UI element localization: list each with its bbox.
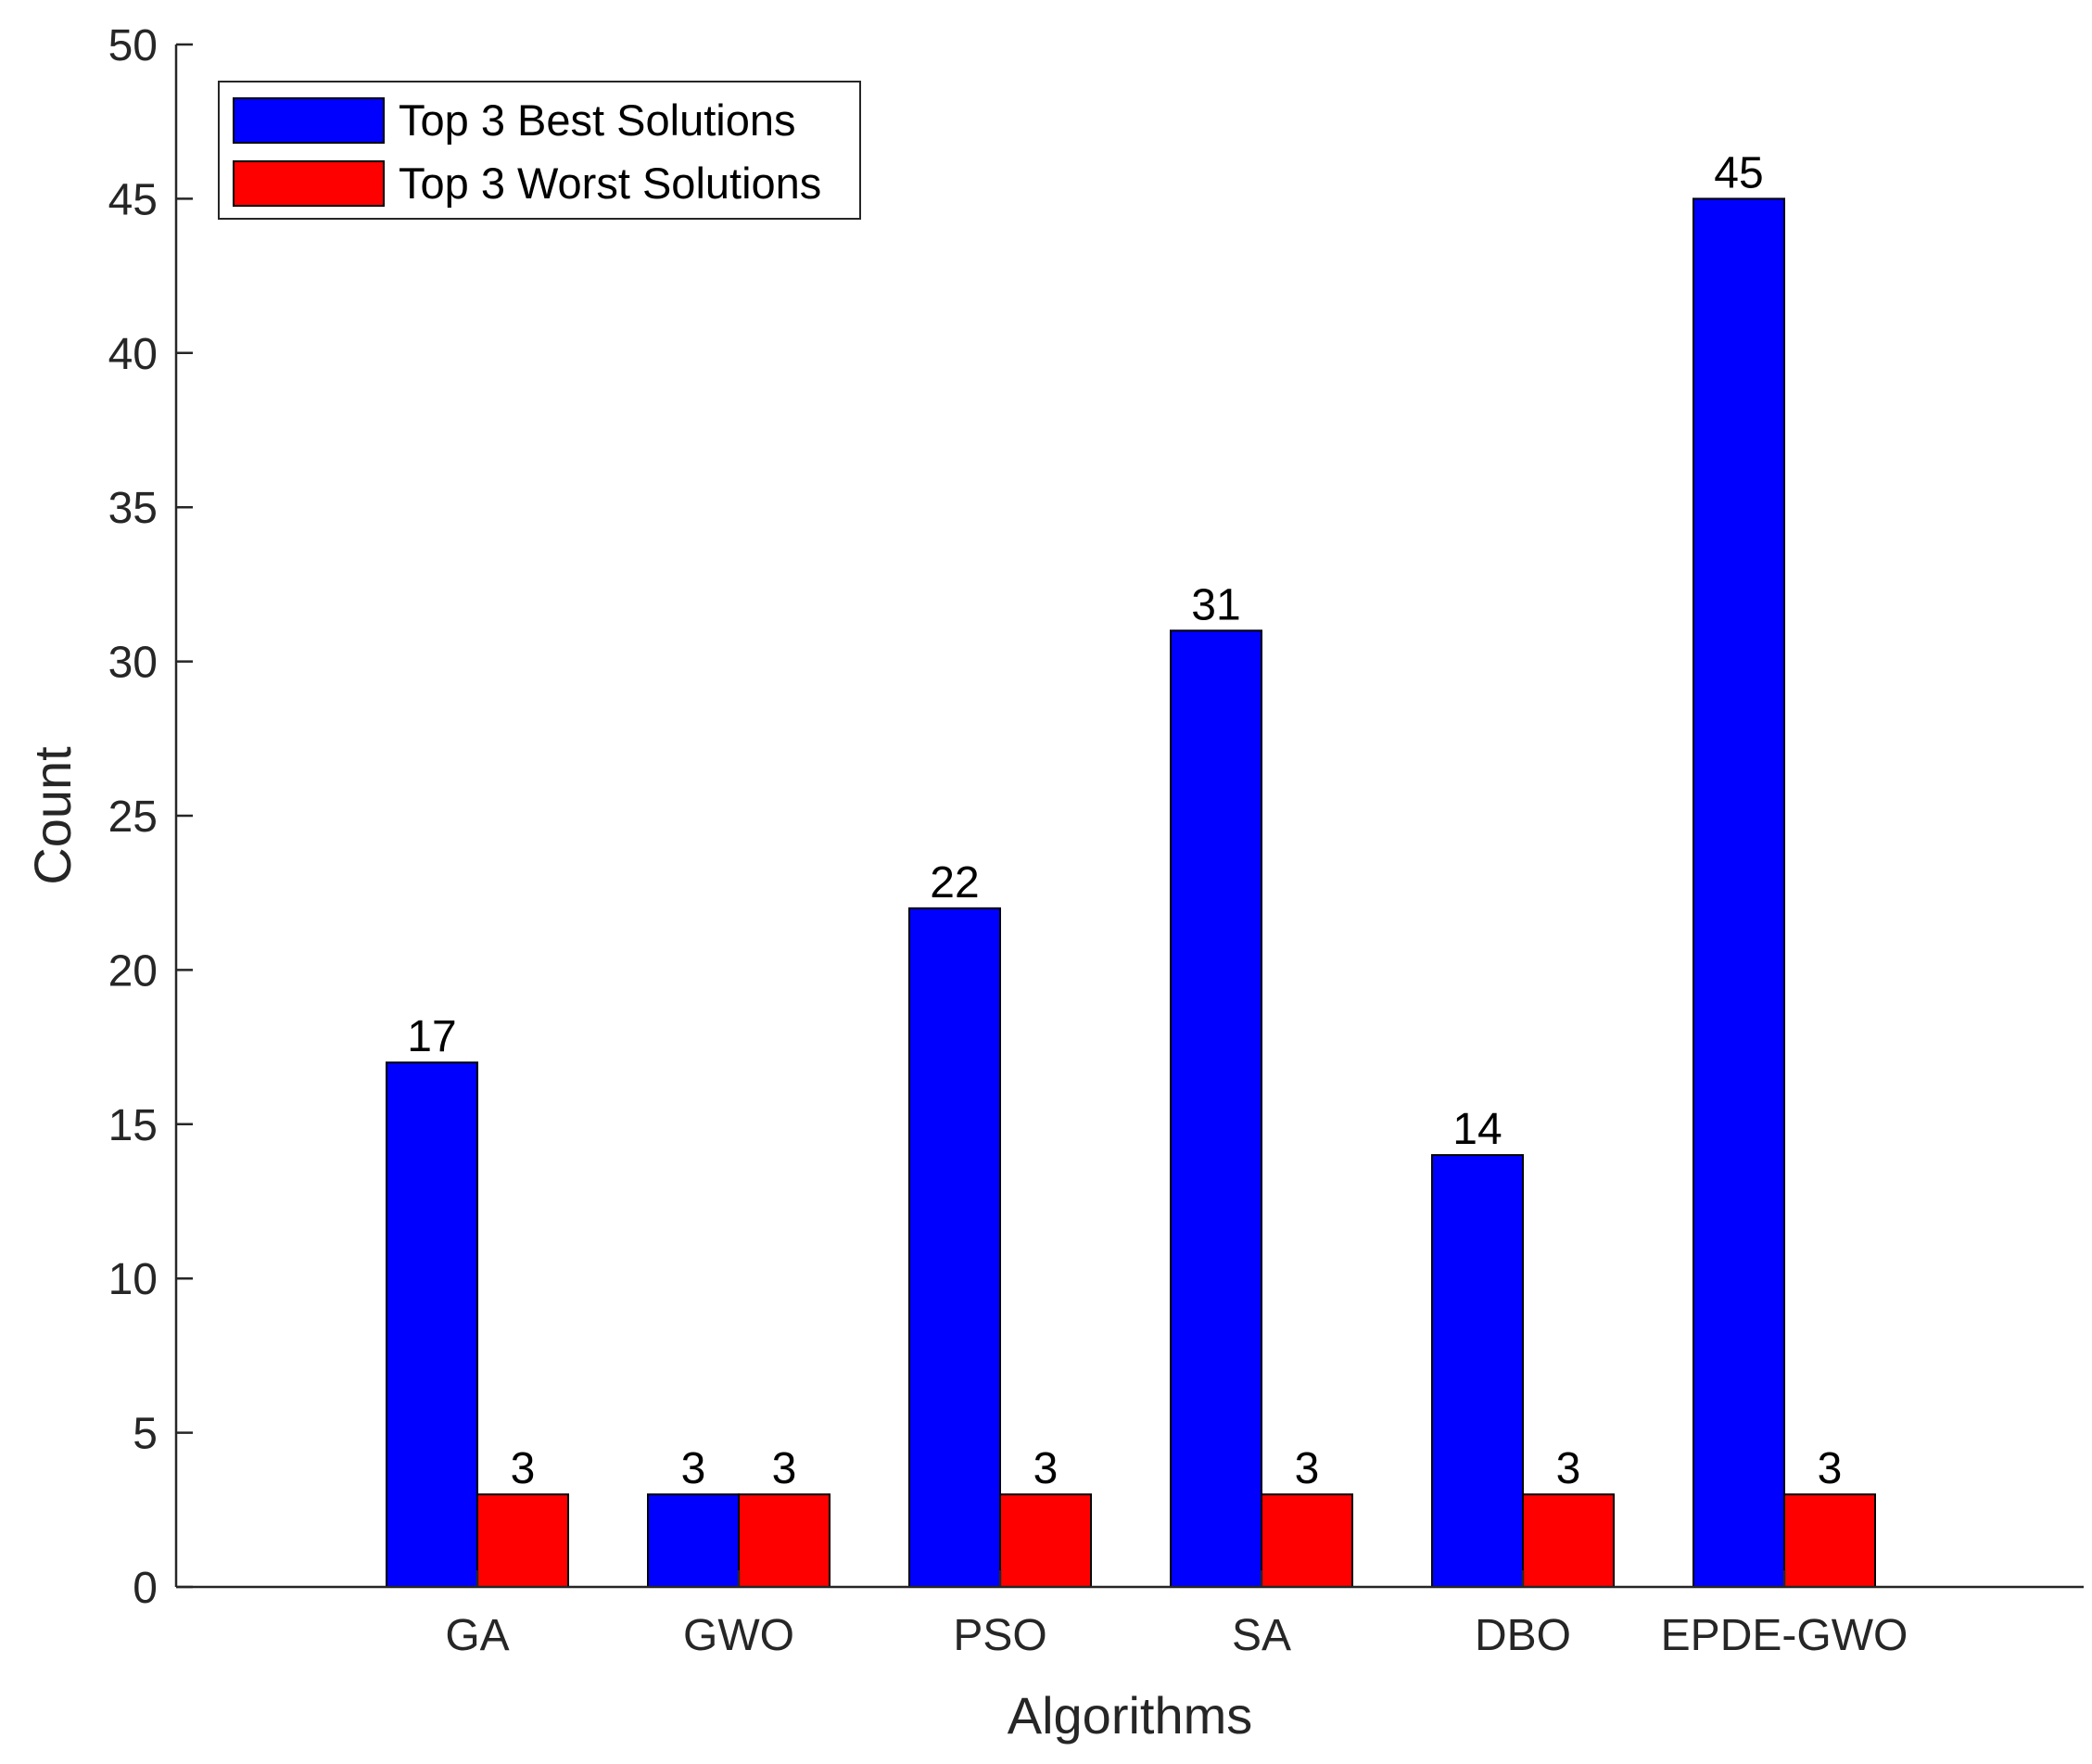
best-value-label-sa: 31: [1191, 580, 1240, 629]
x-tick-label-pso: PSO: [953, 1611, 1046, 1660]
x-axis-title: Algorithms: [1008, 1686, 1253, 1745]
best-bar-pso: [908, 907, 1001, 1588]
best-bar-dbo: [1431, 1154, 1524, 1588]
best-bar-gwo: [647, 1493, 740, 1589]
worst-bar-ga: [476, 1493, 569, 1589]
y-tick-label: 5: [133, 1410, 158, 1459]
worst-value-label-epde-gwo: 3: [1818, 1444, 1843, 1493]
bars-group: [386, 197, 1876, 1589]
best-value-label-gwo: 3: [681, 1444, 706, 1493]
legend: Top 3 Best Solutions Top 3 Worst Solution…: [218, 81, 861, 220]
worst-bar-sa: [1261, 1493, 1353, 1589]
worst-bar-epde-gwo: [1783, 1493, 1876, 1589]
best-value-label-dbo: 14: [1452, 1105, 1502, 1154]
axes-group: 0 5 10 15 20 25 30 35 40 45 50 GA GWO PSO SA DBO EPDE-GW…: [108, 21, 2084, 1660]
worst-bar-pso: [999, 1493, 1092, 1589]
legend-label-best: Top 3 Best Solutions: [399, 95, 796, 145]
x-tick-label-dbo: DBO: [1475, 1611, 1571, 1660]
y-tick-label: 10: [108, 1255, 158, 1304]
legend-label-worst: Top 3 Worst Solutions: [399, 159, 821, 208]
best-value-label-epde-gwo: 45: [1714, 148, 1763, 197]
y-tick-label: 50: [108, 21, 158, 70]
worst-value-label-pso: 3: [1033, 1444, 1059, 1493]
y-tick-label: 30: [108, 639, 158, 688]
x-tick-label-ga: GA: [445, 1611, 509, 1660]
worst-value-label-dbo: 3: [1556, 1444, 1581, 1493]
y-tick-label: 35: [108, 484, 158, 533]
y-tick-label: 40: [108, 330, 158, 379]
best-bar-ga: [386, 1061, 478, 1588]
y-tick-label: 15: [108, 1101, 158, 1150]
worst-value-label-ga: 3: [511, 1444, 536, 1493]
legend-swatch-worst: [233, 160, 385, 207]
best-bar-sa: [1170, 629, 1262, 1589]
best-value-label-ga: 17: [407, 1012, 456, 1061]
y-axis-title: Count: [23, 746, 82, 885]
x-tick-label-gwo: GWO: [683, 1611, 794, 1660]
y-tick-label: 20: [108, 946, 158, 996]
best-bar-epde-gwo: [1693, 197, 1785, 1588]
y-tick-label: 25: [108, 793, 158, 842]
best-value-label-pso: 22: [930, 858, 979, 907]
data-labels-group: 17 3 3 3 22 3 31 3 14 3 45 3: [407, 148, 1842, 1493]
worst-value-label-sa: 3: [1295, 1444, 1320, 1493]
legend-swatch-best: [233, 97, 385, 144]
worst-bar-dbo: [1522, 1493, 1615, 1589]
y-tick-label: 0: [133, 1564, 158, 1613]
worst-value-label-gwo: 3: [772, 1444, 797, 1493]
y-tick-label: 45: [108, 175, 158, 224]
worst-bar-gwo: [738, 1493, 830, 1589]
x-tick-label-sa: SA: [1232, 1611, 1291, 1660]
x-tick-label-epde-gwo: EPDE-GWO: [1661, 1611, 1908, 1660]
